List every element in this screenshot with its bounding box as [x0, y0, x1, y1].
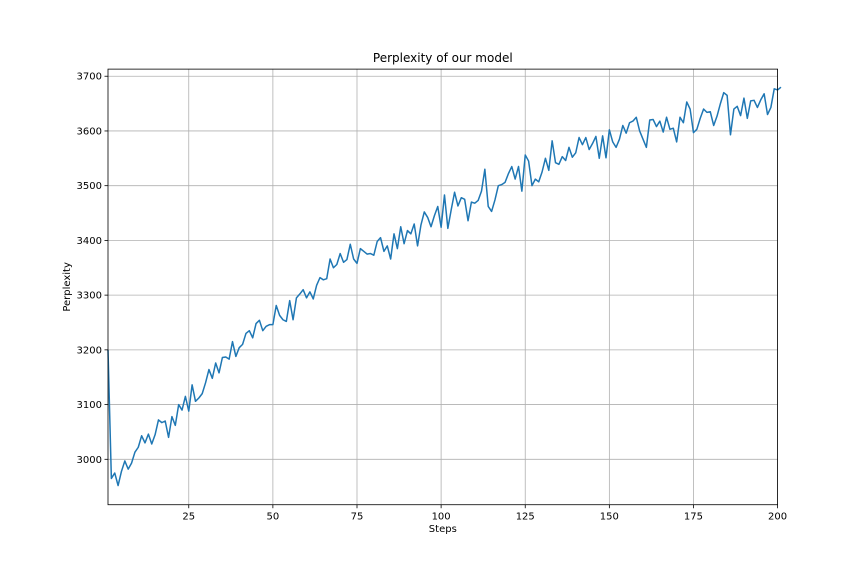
- x-tick-label: 25: [182, 512, 195, 523]
- chart-title: Perplexity of our model: [373, 51, 513, 65]
- axis-ticks: 25 50 75 100 125 150 175 200 3000 3100 3200 3300 340…: [77, 72, 788, 523]
- x-axis-label: Steps: [429, 524, 457, 535]
- x-tick-label: 125: [516, 512, 535, 523]
- y-tick-label: 3600: [77, 126, 102, 137]
- y-tick-label: 3700: [77, 72, 102, 83]
- y-tick-label: 3000: [77, 455, 102, 466]
- y-tick-label: 3500: [77, 181, 102, 192]
- x-tick-label: 50: [267, 512, 280, 523]
- perplexity-series-line: [107, 86, 782, 487]
- y-tick-label: 3400: [77, 236, 102, 247]
- y-tick-label: 3100: [77, 400, 102, 411]
- y-tick-label: 3200: [77, 345, 102, 356]
- plot-frame: [107, 68, 778, 506]
- x-tick-label: 100: [432, 512, 451, 523]
- x-tick-label: 175: [684, 512, 703, 523]
- plot-area: [107, 86, 782, 487]
- x-tick-label: 150: [600, 512, 619, 523]
- y-axis-label: Perplexity: [62, 262, 73, 312]
- y-tick-label: 3300: [77, 291, 102, 302]
- grid-lines: [108, 69, 778, 505]
- x-tick-label: 200: [768, 512, 787, 523]
- x-tick-label: 75: [351, 512, 364, 523]
